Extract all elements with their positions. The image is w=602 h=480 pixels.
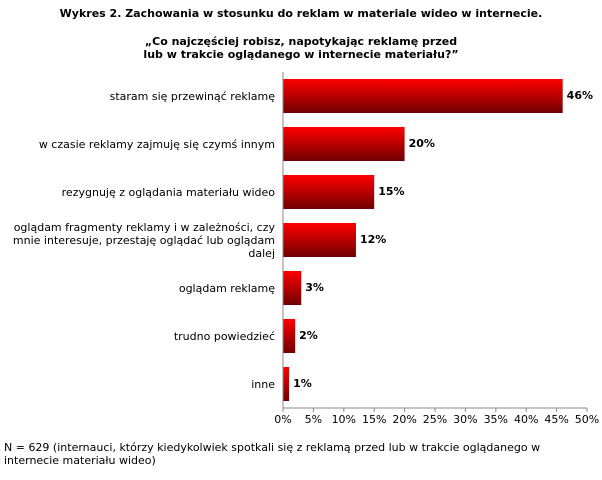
value-label: 46%	[567, 89, 593, 102]
x-tick-label: 35%	[484, 413, 508, 426]
x-tick-label: 15%	[362, 413, 386, 426]
value-label: 2%	[299, 329, 318, 342]
y-tick-label: rezygnuję z oglądania materiału wideo	[61, 185, 275, 199]
bar	[283, 79, 563, 113]
y-tick-label: w czasie reklamy zajmuję się czymś innym	[38, 137, 275, 151]
bar	[283, 319, 296, 353]
footnote: N = 629 (internauci, którzy kiedykolwiek…	[4, 441, 541, 467]
y-tick-label: inne	[251, 377, 275, 391]
value-label: 3%	[305, 281, 324, 294]
value-label: 15%	[378, 185, 404, 198]
y-tick-label: staram się przewinąć reklamę	[109, 89, 275, 103]
x-tick-label: 50%	[575, 413, 599, 426]
x-tick-label: 45%	[544, 413, 568, 426]
y-tick-label: oglądam fragmenty reklamy i w zależności…	[12, 220, 275, 260]
x-tick-label: 0%	[274, 413, 291, 426]
x-tick-label: 40%	[514, 413, 538, 426]
bar	[283, 127, 405, 161]
x-tick-label: 30%	[453, 413, 477, 426]
chart-subtitle: „Co najczęściej robisz, napotykając rekl…	[145, 35, 457, 48]
y-tick-label: trudno powiedzieć	[173, 329, 275, 343]
value-label: 12%	[360, 233, 386, 246]
x-tick-label: 25%	[423, 413, 447, 426]
chart-subtitle: lub w trakcie oglądanego w internecie ma…	[143, 48, 458, 61]
bar	[283, 223, 356, 257]
y-tick-label: oglądam reklamę	[178, 281, 275, 295]
bar	[283, 271, 302, 305]
bar	[283, 367, 290, 401]
x-tick-label: 5%	[305, 413, 322, 426]
bar	[283, 175, 375, 209]
x-tick-label: 20%	[392, 413, 416, 426]
value-label: 1%	[293, 377, 312, 390]
chart-title: Wykres 2. Zachowania w stosunku do rekla…	[60, 7, 543, 20]
x-tick-label: 10%	[332, 413, 356, 426]
value-label: 20%	[409, 137, 435, 150]
